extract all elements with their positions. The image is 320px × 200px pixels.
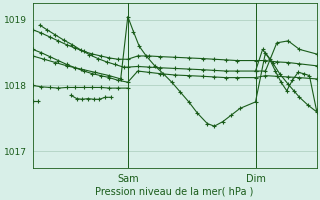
X-axis label: Pression niveau de la mer( hPa ): Pression niveau de la mer( hPa )	[95, 187, 254, 197]
